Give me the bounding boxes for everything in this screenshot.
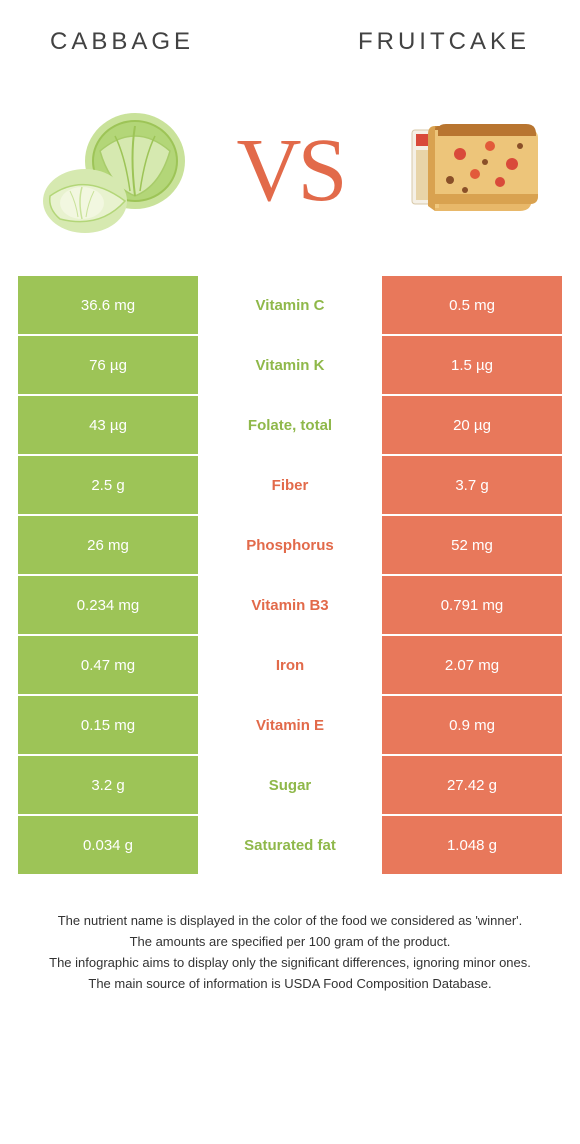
table-row: 0.47 mg Iron 2.07 mg xyxy=(18,636,562,694)
cabbage-image xyxy=(40,96,190,246)
cell-right: 2.07 mg xyxy=(382,636,562,694)
cell-nutrient: Iron xyxy=(200,636,380,694)
cell-nutrient: Vitamin E xyxy=(200,696,380,754)
cell-left: 36.6 mg xyxy=(18,276,198,334)
table-row: 43 µg Folate, total 20 µg xyxy=(18,396,562,454)
table-row: 26 mg Phosphorus 52 mg xyxy=(18,516,562,574)
cell-nutrient: Saturated fat xyxy=(200,816,380,874)
cell-right: 0.791 mg xyxy=(382,576,562,634)
table-row: 3.2 g Sugar 27.42 g xyxy=(18,756,562,814)
table-row: 0.234 mg Vitamin B3 0.791 mg xyxy=(18,576,562,634)
header: CABBAGE FRUITCAKE xyxy=(0,0,580,66)
table-row: 76 µg Vitamin K 1.5 µg xyxy=(18,336,562,394)
cell-right: 1.048 g xyxy=(382,816,562,874)
cell-nutrient: Sugar xyxy=(200,756,380,814)
table-row: 0.15 mg Vitamin E 0.9 mg xyxy=(18,696,562,754)
cell-left: 26 mg xyxy=(18,516,198,574)
cell-nutrient: Vitamin K xyxy=(200,336,380,394)
cell-left: 0.034 g xyxy=(18,816,198,874)
cell-right: 1.5 µg xyxy=(382,336,562,394)
footer-line: The main source of information is USDA F… xyxy=(18,975,562,994)
cell-right: 0.5 mg xyxy=(382,276,562,334)
footer-line: The infographic aims to display only the… xyxy=(18,954,562,973)
table-row: 2.5 g Fiber 3.7 g xyxy=(18,456,562,514)
cell-left: 0.47 mg xyxy=(18,636,198,694)
title-right: FRUITCAKE xyxy=(358,28,530,56)
cell-nutrient: Vitamin B3 xyxy=(200,576,380,634)
cell-right: 52 mg xyxy=(382,516,562,574)
cell-right: 0.9 mg xyxy=(382,696,562,754)
hero: VS xyxy=(0,66,580,276)
cell-left: 2.5 g xyxy=(18,456,198,514)
cell-left: 0.15 mg xyxy=(18,696,198,754)
table-row: 36.6 mg Vitamin C 0.5 mg xyxy=(18,276,562,334)
cell-right: 20 µg xyxy=(382,396,562,454)
footer-line: The amounts are specified per 100 gram o… xyxy=(18,933,562,952)
cell-nutrient: Vitamin C xyxy=(200,276,380,334)
vs-text: VS xyxy=(236,126,343,216)
comparison-table: 36.6 mg Vitamin C 0.5 mg 76 µg Vitamin K… xyxy=(0,276,580,874)
cell-left: 3.2 g xyxy=(18,756,198,814)
footer-line: The nutrient name is displayed in the co… xyxy=(18,912,562,931)
cell-right: 27.42 g xyxy=(382,756,562,814)
cell-left: 76 µg xyxy=(18,336,198,394)
title-left: CABBAGE xyxy=(50,28,194,56)
footer: The nutrient name is displayed in the co… xyxy=(0,876,580,993)
fruitcake-image xyxy=(390,96,540,246)
cell-right: 3.7 g xyxy=(382,456,562,514)
cell-left: 0.234 mg xyxy=(18,576,198,634)
table-row: 0.034 g Saturated fat 1.048 g xyxy=(18,816,562,874)
cell-left: 43 µg xyxy=(18,396,198,454)
cell-nutrient: Phosphorus xyxy=(200,516,380,574)
cell-nutrient: Folate, total xyxy=(200,396,380,454)
cell-nutrient: Fiber xyxy=(200,456,380,514)
